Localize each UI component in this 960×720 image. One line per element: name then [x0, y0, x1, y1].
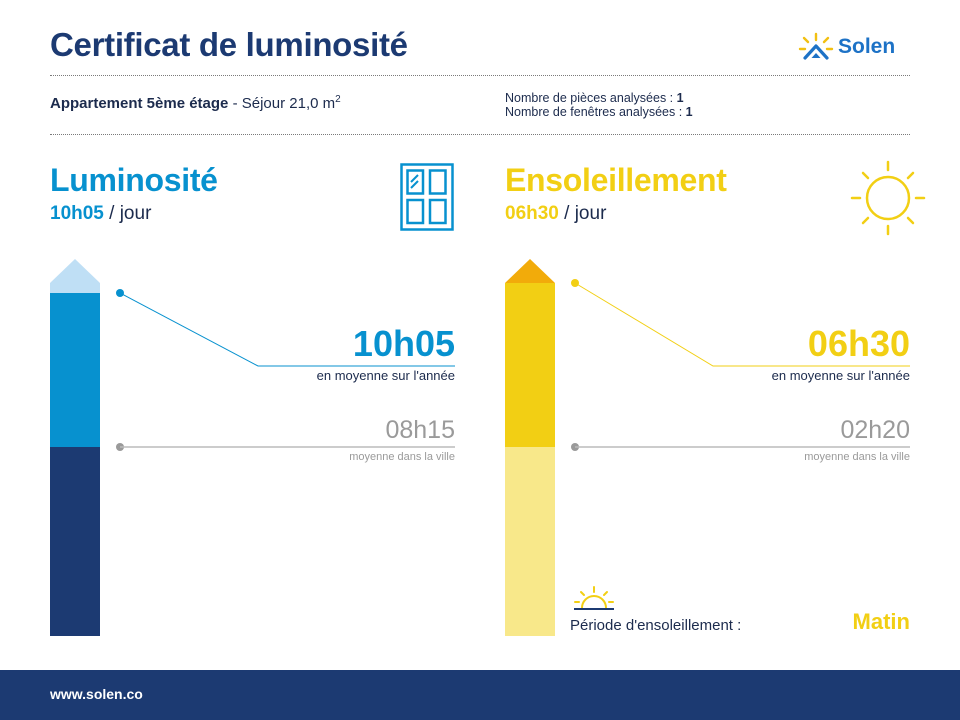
ensoleillement-yearly-value: 06h30 — [807, 323, 910, 364]
property-description: Appartement 5ème étage - Séjour 21,0 m2 — [50, 94, 341, 112]
period-value: Matin — [852, 609, 910, 634]
solen-logo-icon — [798, 32, 834, 60]
room-description: - Séjour 21,0 m — [228, 95, 336, 112]
ensoleillement-per-day: 06h30 / jour — [505, 203, 607, 224]
luminosite-gauge — [50, 259, 100, 636]
analysis-counts: Nombre de pièces analysées : 1 Nombre de… — [505, 91, 693, 119]
ensoleillement-title: Ensoleillement — [505, 162, 727, 198]
rooms-count: Nombre de pièces analysées : 1 — [505, 91, 684, 105]
ensoleillement-yearly-caption: en moyenne sur l'année — [771, 368, 910, 383]
brand-logo: Solen — [798, 31, 918, 65]
ensoleillement-city-value: 02h20 — [840, 416, 910, 444]
property-name: Appartement 5ème étage — [50, 95, 229, 112]
luminosite-leader-lines — [116, 289, 455, 451]
windows-count: Nombre de fenêtres analysées : 1 — [505, 105, 693, 119]
period-label: Période d'ensoleillement : — [570, 617, 742, 634]
luminosite-per-day: 10h05 / jour — [50, 203, 152, 224]
ensoleillement-city-caption: moyenne dans la ville — [804, 451, 910, 463]
header-divider — [50, 75, 910, 76]
ensoleillement-gauge — [505, 259, 555, 636]
sun-icon — [850, 160, 926, 236]
luminosite-city-caption: moyenne dans la ville — [349, 451, 455, 463]
footer-bar: www.solen.co — [0, 670, 960, 720]
ensoleillement-leader-lines — [571, 279, 910, 451]
luminosite-city-value: 08h15 — [385, 416, 455, 444]
sunrise-icon — [574, 586, 614, 610]
window-icon — [400, 163, 454, 231]
brand-name: Solen — [838, 35, 896, 58]
luminosite-yearly-caption: en moyenne sur l'année — [316, 368, 455, 383]
luminosite-title: Luminosité — [50, 162, 218, 198]
page-title: Certificat de luminosité — [50, 26, 408, 63]
footer-url-link[interactable]: www.solen.co — [50, 686, 143, 702]
area-unit-exponent: 2 — [335, 94, 341, 105]
luminosite-yearly-value: 10h05 — [352, 323, 455, 364]
section-divider — [50, 134, 910, 135]
